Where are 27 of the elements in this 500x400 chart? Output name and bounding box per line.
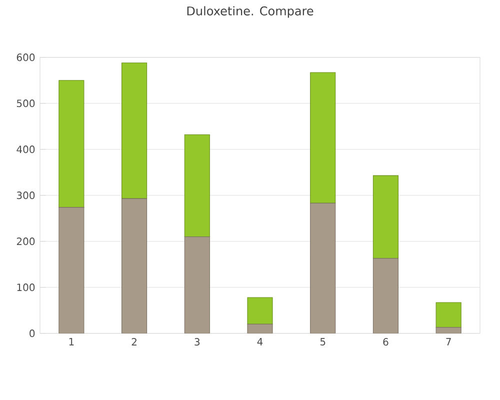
y-tick-label: 0 <box>30 330 35 338</box>
bar <box>310 202 336 334</box>
bar <box>122 198 148 334</box>
bar <box>310 72 336 204</box>
x-tick-label: 1 <box>69 338 74 346</box>
chart-title: Duloxetine. Compare <box>187 6 314 18</box>
x-tick-label: 7 <box>446 338 451 346</box>
bar <box>436 302 462 328</box>
bar <box>184 236 210 334</box>
y-tick-label: 600 <box>16 54 35 62</box>
bar <box>184 134 210 238</box>
x-tick-label: 3 <box>194 338 200 346</box>
y-tick-label: 200 <box>16 238 35 246</box>
x-tick-label: 6 <box>383 338 388 346</box>
y-tick-label: 300 <box>16 192 35 200</box>
bar <box>58 207 84 334</box>
bar <box>122 62 148 199</box>
x-tick-label: 5 <box>320 338 326 346</box>
bar <box>58 80 84 208</box>
y-tick-label: 500 <box>16 100 35 108</box>
bar <box>372 258 398 334</box>
y-tick-label: 400 <box>16 146 35 154</box>
bar <box>247 297 273 324</box>
y-tick-label: 100 <box>17 284 35 292</box>
bar <box>372 175 398 259</box>
x-tick-label: 4 <box>257 338 263 346</box>
x-tick-label: 2 <box>132 338 136 346</box>
